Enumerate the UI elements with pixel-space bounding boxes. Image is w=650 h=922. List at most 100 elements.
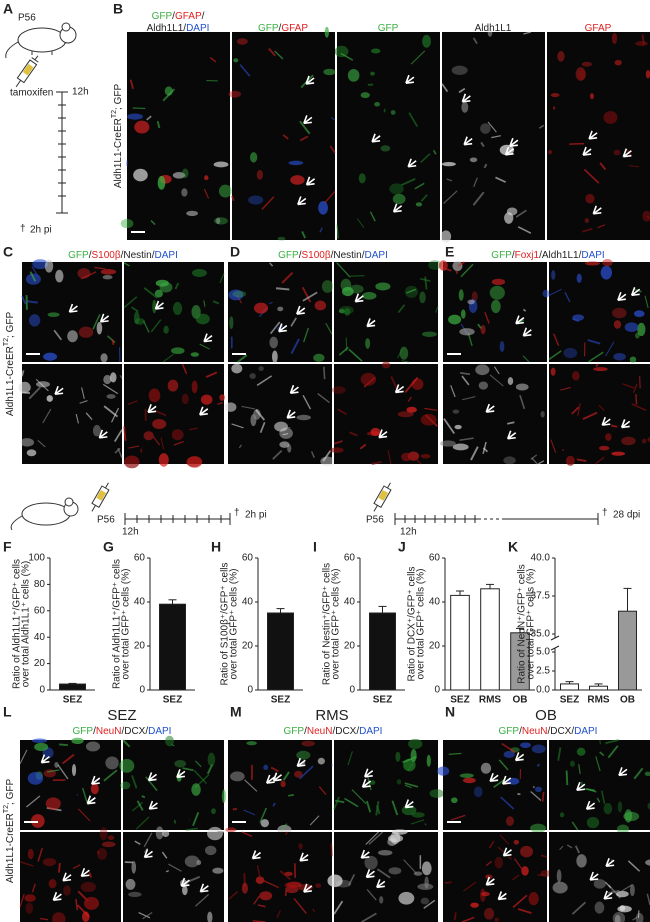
- cell: [572, 314, 584, 320]
- cell: [481, 763, 491, 774]
- cell: [452, 66, 468, 75]
- label-part: Aldh1L1: [542, 250, 579, 261]
- stain-label: GFP/GFAP: [258, 23, 308, 34]
- cell: [313, 354, 324, 362]
- cell: [621, 437, 635, 446]
- cell: [46, 797, 61, 810]
- cell: [470, 157, 477, 162]
- label-part: /: [331, 250, 334, 261]
- process: [348, 751, 352, 765]
- cell: [222, 790, 226, 804]
- process: [567, 845, 572, 848]
- cell: [647, 437, 650, 443]
- process: [210, 58, 216, 62]
- label-part: Aldh1L1: [475, 23, 512, 34]
- arrow: [605, 857, 615, 868]
- process: [142, 796, 145, 798]
- y-tick-label: 0: [434, 685, 440, 696]
- y-axis-label: Ratio of Nestin⁺/GFP⁺ cells: [322, 563, 333, 685]
- process: [455, 912, 456, 920]
- cell: [551, 93, 560, 97]
- process: [135, 841, 141, 844]
- process: [558, 747, 560, 760]
- process: [43, 409, 51, 423]
- cell: [186, 211, 198, 216]
- process: [398, 349, 403, 358]
- arrow: [147, 404, 157, 414]
- process: [312, 451, 315, 457]
- cell: [45, 260, 53, 273]
- panel-letter: F: [3, 539, 12, 555]
- cell: [440, 440, 456, 446]
- cell: [259, 891, 272, 900]
- cell: [422, 331, 437, 336]
- process: [523, 356, 529, 362]
- age: P56: [97, 515, 115, 526]
- cell: [617, 824, 629, 833]
- cell: [196, 860, 201, 865]
- cell: [163, 326, 168, 334]
- y-axis-label: over total GFP⁺ cells (%): [121, 569, 132, 680]
- x-tick-label: SEZ: [63, 695, 82, 706]
- label-part: DAPI: [359, 726, 382, 737]
- micrograph: [124, 364, 224, 464]
- cell: [126, 879, 136, 890]
- cell: [171, 347, 185, 354]
- cell: [500, 341, 505, 352]
- cell: [97, 848, 107, 860]
- arrow: [305, 75, 315, 85]
- process: [442, 84, 447, 92]
- process: [115, 430, 122, 442]
- process: [124, 426, 126, 441]
- arrow: [576, 781, 586, 792]
- end-symbol: †: [20, 224, 26, 235]
- panel-letter: I: [313, 539, 317, 555]
- process: [104, 770, 117, 781]
- process: [560, 387, 570, 390]
- process: [494, 367, 499, 374]
- arrow: [506, 430, 517, 440]
- label-part: /: [579, 250, 582, 261]
- cell: [259, 366, 264, 371]
- arrow: [501, 775, 512, 785]
- cell: [408, 739, 422, 749]
- process: [204, 189, 208, 199]
- y-tick-label: 20: [134, 641, 146, 652]
- micrograph: [549, 262, 650, 362]
- process: [323, 451, 330, 461]
- label-part: DAPI: [148, 726, 171, 737]
- micrograph-texture: [441, 28, 544, 243]
- process: [608, 891, 620, 893]
- cell: [81, 882, 96, 892]
- label-part: S100β: [301, 250, 330, 261]
- cell: [490, 286, 505, 300]
- cell: [278, 237, 286, 241]
- cell: [274, 422, 288, 432]
- cell: [400, 347, 409, 360]
- cell: [325, 27, 329, 38]
- cell: [101, 269, 116, 275]
- region-title: SEZ: [107, 707, 136, 724]
- y-axis-label: over total GFP⁺ cells (%): [331, 569, 342, 680]
- arrow: [180, 877, 190, 887]
- region-title: RMS: [315, 707, 348, 724]
- process: [334, 901, 342, 914]
- process: [269, 48, 275, 55]
- process: [516, 210, 526, 217]
- process: [539, 125, 543, 128]
- cell: [637, 323, 645, 336]
- label-part: /: [183, 23, 186, 34]
- cell: [242, 883, 248, 894]
- cell: [86, 742, 100, 752]
- label-part: Aldh1L1-CreER: [113, 118, 124, 188]
- cell: [459, 328, 474, 335]
- cell: [390, 832, 400, 844]
- cell: [335, 46, 349, 57]
- x-tick-label: SEZ: [450, 695, 469, 706]
- cell: [52, 912, 65, 922]
- process: [273, 803, 275, 806]
- process: [444, 268, 452, 271]
- arrow: [407, 158, 417, 168]
- label-part: S100β: [91, 250, 120, 261]
- cell: [127, 114, 143, 120]
